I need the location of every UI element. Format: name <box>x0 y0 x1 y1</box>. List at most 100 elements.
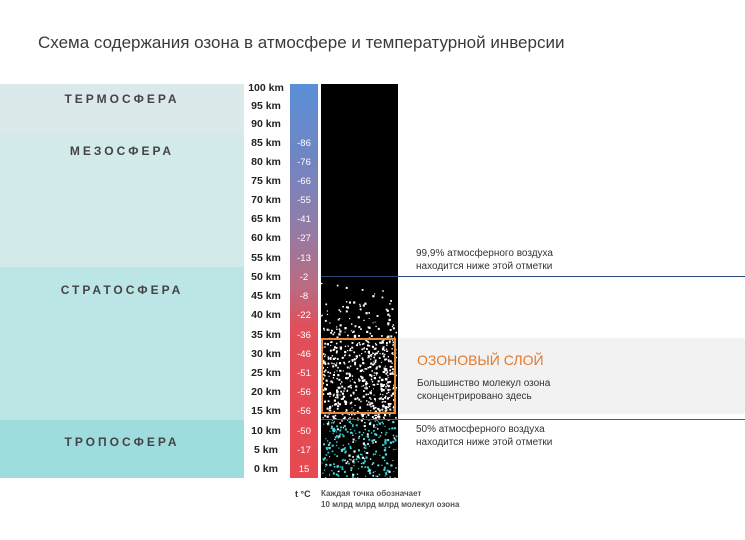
ozone-dot <box>329 473 331 475</box>
ozone-dot <box>352 438 355 441</box>
ozone-dot <box>377 407 380 411</box>
ozone-dot <box>387 406 389 409</box>
ozone-dot <box>374 400 376 402</box>
ozone-dot <box>382 444 384 446</box>
ozone-dot <box>381 352 384 355</box>
ozone-dot <box>384 441 387 444</box>
ozone-dot <box>341 420 343 422</box>
ozone-dot <box>356 344 358 347</box>
ozone-dot <box>346 475 348 477</box>
ozone-dot <box>349 380 351 382</box>
ozone-dot <box>340 381 343 383</box>
troposphere-band <box>0 420 244 478</box>
ozone-dot <box>350 394 352 397</box>
ozone-dot <box>346 460 349 463</box>
ozone-dot <box>361 343 364 345</box>
ozone-dot <box>339 429 342 432</box>
temperature-value: -2 <box>299 272 309 283</box>
dot-legend: Каждая точка обозначает 10 млрд млрд млр… <box>321 488 459 510</box>
ozone-dot <box>358 456 360 459</box>
ozone-dot <box>369 391 372 394</box>
ozone-dot <box>381 335 383 337</box>
ozone-dot <box>351 378 353 380</box>
ozone-dot <box>358 342 361 344</box>
altitude-label: 65 km <box>251 213 281 225</box>
ozone-dot <box>336 455 339 458</box>
ozone-dot <box>337 401 339 404</box>
ozone-dot <box>335 473 338 476</box>
ozone-dot <box>337 475 340 477</box>
ozone-dot <box>361 369 364 372</box>
ozone-dot <box>386 392 388 395</box>
ozone-dot <box>343 470 347 473</box>
ozone-dot <box>348 420 351 424</box>
ozone-dot <box>322 458 325 461</box>
ozone-dot <box>373 374 375 376</box>
ozone-dot <box>389 342 391 344</box>
ozone-dot <box>331 362 333 365</box>
ozone-dot <box>335 342 338 345</box>
ozone-dot <box>374 377 377 380</box>
ozone-dot <box>354 363 356 366</box>
ozone-dot <box>372 295 375 298</box>
ozone-dot <box>342 444 344 446</box>
ozone-dot <box>375 475 377 477</box>
ozone-dot <box>355 385 358 388</box>
ozone-dot <box>344 451 347 454</box>
ozone-dot <box>323 355 326 358</box>
ozone-dot <box>375 325 377 328</box>
ozone-dot <box>332 373 335 376</box>
ozone-dot <box>362 395 365 398</box>
ozone-dot <box>355 355 358 358</box>
ozone-dot <box>345 301 348 303</box>
ozone-dot <box>355 440 357 442</box>
altitude-label: 0 km <box>254 463 278 475</box>
ozone-dot <box>358 435 361 438</box>
ozone-dot <box>351 342 354 344</box>
ozone-dot <box>383 449 387 452</box>
ozone-dot <box>384 353 386 356</box>
ozone-dot <box>372 439 374 442</box>
ozone-dot <box>379 393 381 395</box>
ozone-dot <box>363 425 366 428</box>
ozone-dot <box>372 404 375 407</box>
ozone-dot <box>388 470 391 473</box>
ozone-dot <box>387 322 390 325</box>
ozone-dot <box>381 348 384 351</box>
ozone-dot <box>377 421 379 423</box>
ozone-dot <box>323 400 326 403</box>
ozone-dot <box>349 458 351 460</box>
ozone-dot <box>392 353 394 355</box>
ozone-dot <box>346 389 349 391</box>
ozone-dot <box>367 466 369 469</box>
temperature-value: -36 <box>297 330 311 341</box>
ozone-dot <box>374 361 377 364</box>
ozone-dot <box>392 373 394 375</box>
ozone-dot <box>327 421 330 423</box>
ozone-dot <box>376 315 379 317</box>
ozone-dot <box>392 434 395 437</box>
ozone-dot <box>382 405 385 408</box>
ozone-dot <box>328 447 331 450</box>
ozone-dot <box>330 422 332 424</box>
note-line: находится ниже этой отметки <box>416 437 553 448</box>
ozone-dot <box>386 462 388 465</box>
ozone-dot <box>389 315 391 317</box>
ozone-dot <box>330 349 332 352</box>
ozone-dot <box>357 477 359 478</box>
temperature-value: -46 <box>297 349 311 360</box>
ozone-dot <box>329 393 332 395</box>
ozone-dot <box>347 334 349 337</box>
ozone-dot <box>352 331 354 334</box>
ozone-dot <box>361 348 364 351</box>
ozone-dot <box>326 459 328 461</box>
ozone-dot <box>329 372 332 374</box>
ozone-dot <box>335 347 338 349</box>
ozone-dot <box>359 369 363 373</box>
ozone-dot <box>352 425 354 428</box>
ozone-dot <box>381 296 384 299</box>
ozone-dot <box>327 440 329 442</box>
ozone-dot <box>337 403 340 405</box>
ozone-dot <box>373 430 375 432</box>
ozone-dot <box>388 396 391 399</box>
